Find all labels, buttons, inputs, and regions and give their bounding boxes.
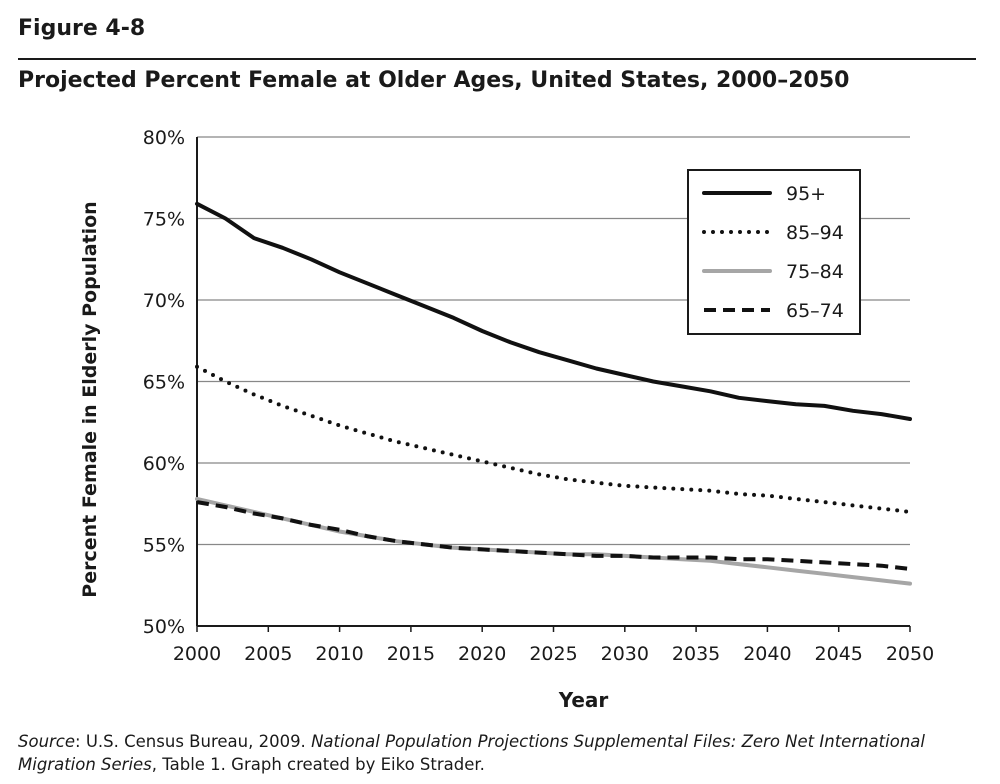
x-axis-title: Year: [558, 688, 609, 712]
series-line: [195, 364, 912, 514]
y-tick-label: 65%: [143, 372, 185, 394]
y-tick-label: 70%: [143, 290, 185, 312]
x-tick-label: 2045: [815, 643, 863, 665]
source-text-2: , Table 1. Graph created by Eiko Strader…: [151, 755, 485, 774]
x-tick-label: 2025: [529, 643, 577, 665]
figure-label: Figure 4-8: [18, 16, 146, 41]
title-rule: [18, 58, 976, 60]
legend-label: 65–74: [786, 300, 844, 322]
y-tick-label: 80%: [143, 127, 185, 149]
series-line: [196, 500, 911, 571]
source-note: Source: U.S. Census Bureau, 2009. Nation…: [18, 730, 978, 776]
x-tick-label: 2000: [173, 643, 221, 665]
x-tick-label: 2010: [315, 643, 363, 665]
y-tick-label: 75%: [143, 209, 185, 231]
y-tick-label: 50%: [143, 616, 185, 638]
y-tick-label: 55%: [143, 535, 185, 557]
source-title: National Population Projections Suppleme…: [18, 732, 925, 774]
y-tick-label: 60%: [143, 453, 185, 475]
source-lead: Source: [18, 732, 76, 751]
series-line: [195, 201, 912, 421]
y-axis-title: Percent Female in Elderly Population: [79, 201, 101, 597]
line-chart: 50% 55% 60% 65% 70% 75% 80% 2000 2005 2010 2015 202…: [79, 127, 934, 712]
x-tick-label: 2030: [601, 643, 649, 665]
legend-label: 85–94: [786, 222, 844, 244]
x-tick-label: 2035: [672, 643, 720, 665]
legend: 95+ 85–94 75–84 65–74: [687, 169, 861, 335]
series-line: [195, 496, 912, 586]
x-tick-label: 2040: [743, 643, 791, 665]
legend-box: [687, 169, 861, 335]
x-tick-label: 2005: [244, 643, 292, 665]
figure-title: Projected Percent Female at Older Ages, …: [18, 68, 850, 93]
x-tick-label: 2015: [387, 643, 435, 665]
legend-label: 95+: [786, 183, 826, 205]
x-tick-label: 2020: [458, 643, 506, 665]
source-text-1: : U.S. Census Bureau, 2009.: [75, 732, 312, 751]
x-tick-label: 2050: [886, 643, 934, 665]
legend-label: 75–84: [786, 261, 844, 283]
